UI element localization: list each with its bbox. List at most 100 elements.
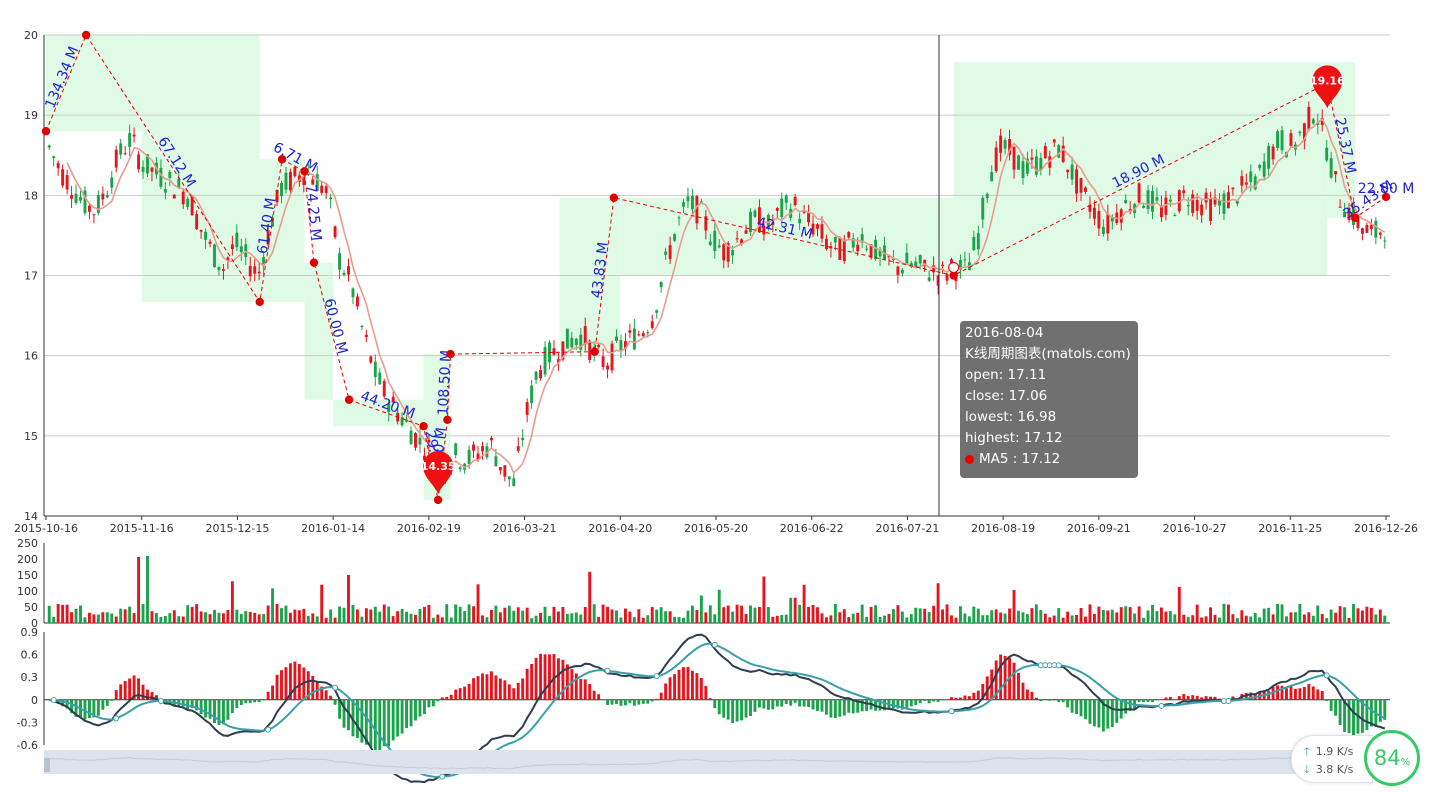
volume-bar bbox=[878, 616, 882, 623]
range-zone bbox=[237, 159, 305, 302]
macd-bar bbox=[753, 699, 757, 712]
x-tick-label: 2016-12-26 bbox=[1354, 522, 1418, 535]
macd-bar bbox=[1124, 699, 1128, 714]
macd-bar bbox=[1320, 690, 1324, 700]
macd-bar bbox=[824, 699, 828, 715]
volume-bar bbox=[378, 611, 382, 623]
volume-bar bbox=[677, 617, 681, 623]
candle-body bbox=[472, 444, 476, 451]
volume-bar bbox=[811, 605, 815, 623]
volume-bar bbox=[1061, 617, 1065, 623]
candle-body bbox=[570, 337, 574, 348]
candle-body bbox=[708, 241, 712, 245]
macd-bar bbox=[338, 699, 342, 719]
volume-bar bbox=[1258, 617, 1262, 623]
macd-bar bbox=[1092, 699, 1096, 727]
volume-bar bbox=[556, 611, 560, 623]
volume-bar bbox=[195, 604, 199, 623]
macd-bar bbox=[570, 669, 574, 700]
candle-body bbox=[378, 372, 382, 385]
volume-bar bbox=[1182, 614, 1186, 623]
candle-body bbox=[1378, 232, 1382, 235]
x-tick-label: 2016-07-21 bbox=[875, 522, 939, 535]
volume-bar bbox=[664, 611, 668, 623]
candle-body bbox=[271, 217, 275, 227]
volume-bar bbox=[1146, 610, 1150, 623]
volume-bar bbox=[891, 609, 895, 623]
volume-bar bbox=[1240, 610, 1244, 623]
zigzag-point bbox=[433, 495, 443, 505]
macd-bar bbox=[454, 689, 458, 700]
zigzag-point bbox=[255, 297, 264, 307]
volume-bar bbox=[217, 612, 221, 623]
macd-bar bbox=[1213, 696, 1217, 700]
macd-bar bbox=[690, 670, 694, 700]
datazoom-slider[interactable] bbox=[43, 750, 1390, 774]
candle-body bbox=[262, 256, 266, 266]
memory-gauge[interactable]: 84% bbox=[1364, 730, 1420, 786]
candle-body bbox=[217, 266, 221, 271]
candle-body bbox=[507, 476, 511, 480]
candle-body bbox=[539, 370, 543, 379]
volume-bar bbox=[525, 607, 529, 623]
macd-bar bbox=[816, 699, 819, 711]
macd-cross-dot bbox=[653, 673, 660, 680]
volume-bar bbox=[494, 605, 498, 623]
macd-bar bbox=[1097, 699, 1101, 728]
candle-body bbox=[253, 266, 257, 274]
volume-bar bbox=[1253, 613, 1257, 623]
volume-bar bbox=[186, 605, 190, 623]
range-zone bbox=[304, 262, 334, 400]
candle-body bbox=[753, 210, 757, 217]
candle-body bbox=[1092, 207, 1096, 219]
candle-body bbox=[914, 261, 918, 267]
volume-bar bbox=[1298, 603, 1302, 623]
volume-bar bbox=[141, 603, 145, 623]
macd-bar bbox=[588, 683, 592, 700]
candle-body bbox=[293, 167, 297, 177]
volume-bar bbox=[561, 607, 565, 623]
macd-bar bbox=[248, 699, 252, 704]
macd-bar bbox=[1066, 699, 1070, 708]
candle-body bbox=[405, 419, 409, 422]
volume-bar bbox=[208, 614, 212, 623]
network-speed-widget[interactable]: 🡑 1.9 K/s 🡓 3.8 K/s bbox=[1291, 735, 1373, 783]
x-tick-label: 2016-05-20 bbox=[684, 522, 748, 535]
macd-bar bbox=[623, 699, 627, 706]
zigzag-point bbox=[309, 258, 319, 267]
price-pin-marker: 19.16 bbox=[1310, 65, 1345, 109]
volume-bar bbox=[1267, 607, 1271, 623]
volume-y-label: 200 bbox=[17, 553, 38, 566]
macd-bar bbox=[311, 675, 315, 700]
macd-bar bbox=[271, 685, 275, 700]
macd-bar bbox=[61, 699, 65, 707]
volume-bar bbox=[650, 606, 654, 623]
volume-bar bbox=[1271, 614, 1275, 623]
volume-bar bbox=[1329, 609, 1333, 623]
volume-bar bbox=[1378, 609, 1382, 623]
macd-bar bbox=[1110, 699, 1114, 727]
candle-body bbox=[802, 211, 806, 213]
candle-body bbox=[900, 269, 904, 274]
macd-bar bbox=[1030, 691, 1034, 700]
macd-bar bbox=[221, 699, 225, 725]
macd-bar bbox=[1128, 699, 1132, 711]
zigzag-point bbox=[1350, 213, 1360, 222]
volume-bar bbox=[521, 610, 525, 623]
macd-bar bbox=[355, 699, 359, 738]
candle-body bbox=[1142, 205, 1146, 208]
volume-bar bbox=[119, 608, 123, 623]
candle-body bbox=[275, 189, 279, 203]
candle-body bbox=[1369, 224, 1373, 229]
candle-body bbox=[195, 214, 199, 230]
macd-bar bbox=[1021, 682, 1025, 700]
macd-bar bbox=[842, 699, 846, 716]
volume-bar bbox=[632, 617, 636, 623]
macd-bar bbox=[320, 686, 324, 700]
candle-body bbox=[485, 446, 489, 458]
candle-body bbox=[856, 244, 860, 252]
macd-bar bbox=[610, 699, 614, 705]
volume-bar bbox=[280, 608, 283, 623]
macd-bar bbox=[1025, 689, 1029, 700]
candle-body bbox=[226, 257, 230, 261]
